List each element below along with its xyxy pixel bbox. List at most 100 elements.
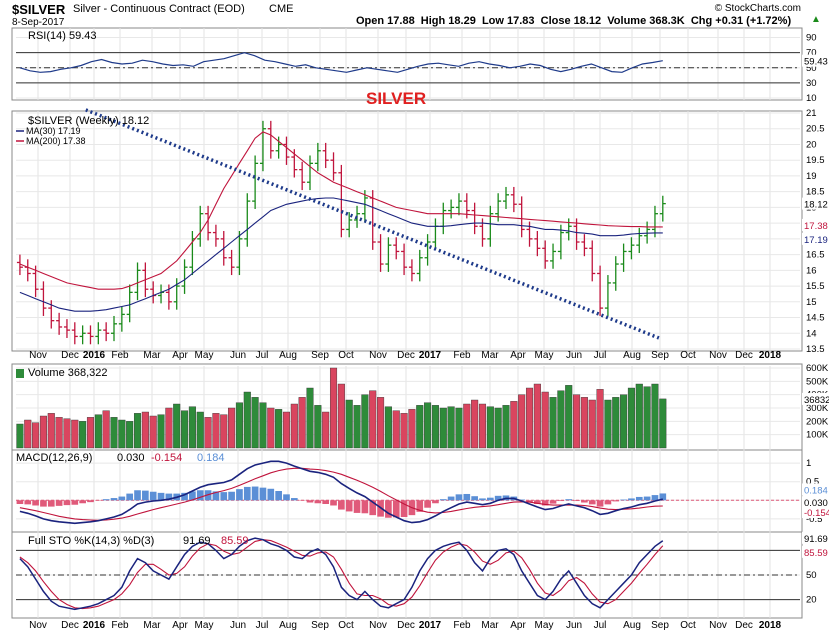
volume-tick-label: 300K (806, 403, 829, 414)
macd-histogram-bar (581, 500, 588, 503)
volume-bar (79, 421, 87, 449)
macd-tick-label: 1 (806, 458, 811, 469)
macd-histogram-bar (275, 491, 282, 501)
volume-bar (329, 367, 338, 449)
x-tick-label: Nov (29, 620, 47, 631)
x-tick-label: Jul (256, 620, 269, 631)
x-tick-label: Jun (230, 350, 246, 361)
x-tick-label: Sep (311, 620, 329, 631)
x-tick-label: Jul (594, 350, 607, 361)
macd-histogram-bar (142, 490, 149, 501)
volume-bar (549, 397, 557, 449)
exchange-label: CME (269, 3, 294, 15)
axis-labels: NovNovDecDec20162016FebFebMarMarAprAprMa… (29, 33, 829, 631)
stochastic-d-last-value: 85.59 (804, 548, 828, 559)
macd-last-value-bg (802, 496, 829, 509)
price-tick-label: 13.5 (806, 344, 825, 355)
x-tick-label: Jun (566, 620, 582, 631)
macd-histogram-bar (40, 500, 47, 507)
price-layer (16, 108, 666, 345)
x-tick-label: 2016 (83, 620, 106, 631)
macd-histogram-bar (196, 490, 204, 501)
macd-last-value: 0.030 (804, 498, 828, 509)
volume-bar (118, 419, 126, 449)
macd-signal-last-value-bg (802, 506, 829, 519)
macd-histogram-bar (283, 494, 290, 501)
volume-tick-label: 200K (806, 416, 829, 427)
volume-layer (16, 367, 667, 449)
x-tick-label: Sep (651, 620, 669, 631)
volume-bar (212, 413, 220, 449)
volume-bar (259, 402, 267, 449)
macd-hist-last-value-bg (802, 483, 829, 496)
price-tick-label: 19.5 (806, 155, 825, 166)
volume-bar (651, 383, 659, 449)
volume-bar (377, 397, 385, 449)
volume-bar (392, 410, 400, 449)
x-tick-label: Oct (680, 620, 696, 631)
volume-bar (181, 410, 189, 449)
macd-histogram-bar (471, 496, 478, 501)
macd-histogram-bar (259, 487, 267, 501)
x-tick-label: Mar (143, 350, 161, 361)
macd-histogram-bar (612, 500, 620, 502)
volume-bar (541, 391, 549, 449)
x-tick-label: Mar (481, 620, 499, 631)
macd-histogram-bar (635, 496, 643, 501)
volume-bar (39, 415, 47, 449)
price-title: $SILVER (Weekly) 18.12 (28, 115, 149, 127)
rsi-layer (19, 52, 663, 73)
x-tick-label: Jul (594, 620, 607, 631)
volume-bar (47, 413, 55, 449)
ma200-last-value-bg (802, 218, 829, 231)
macd-histogram-bar (479, 498, 486, 501)
volume-bar (16, 423, 24, 449)
volume-bar (314, 405, 322, 449)
volume-bar (471, 399, 479, 449)
ma30-legend: MA(30) 17.19 (26, 126, 81, 136)
macd-histogram-bar (228, 491, 235, 501)
macd-histogram-bar (165, 493, 173, 501)
macd-histogram-bar (416, 500, 424, 512)
price-tick-label: 14.5 (806, 313, 825, 324)
macd-histogram-bar (110, 498, 118, 501)
price-tick-label: 18.5 (806, 187, 825, 198)
symbol-title: $SILVER (12, 2, 66, 17)
volume-bar (282, 411, 291, 449)
macd-histogram-bar (659, 493, 667, 501)
volume-bar (337, 383, 345, 449)
volume-tick-label: 600K (806, 363, 829, 374)
macd-histogram-bar (71, 500, 79, 505)
macd-histogram-bar (534, 500, 541, 504)
x-tick-label: Feb (453, 350, 471, 361)
volume-bar (447, 406, 455, 449)
x-tick-label: 2016 (83, 350, 106, 361)
x-tick-label: Apr (510, 620, 526, 631)
macd-line (19, 460, 663, 525)
macd-histogram-bar (549, 500, 557, 504)
volume-bar (235, 402, 243, 449)
macd-histogram-bar (651, 495, 659, 501)
date-label: 8-Sep-2017 (12, 17, 65, 28)
volume-bar (635, 383, 643, 449)
stochastic-tick-label: 50 (806, 570, 817, 581)
volume-bar (643, 386, 651, 449)
price-last-value: 18.12 (804, 200, 828, 211)
x-tick-label: Jun (230, 620, 246, 631)
price-tick-label: 15 (806, 297, 817, 308)
silver-annotation: SILVER (366, 89, 426, 108)
volume-bar (463, 403, 471, 449)
stochastic-k-line (19, 537, 664, 611)
macd-histogram-bar (424, 500, 431, 508)
volume-last-value: 368322 (804, 395, 829, 406)
volume-bar (369, 390, 377, 449)
sto-d-value: 85.59 (221, 535, 249, 547)
volume-bar (298, 397, 306, 449)
macd-histogram-bar (290, 498, 298, 501)
macd-histogram-bar (24, 500, 32, 505)
change-arrow-icon: ▲ (811, 14, 821, 25)
chart-header: $SILVER Silver - Continuous Contract (EO… (0, 0, 829, 28)
macd-histogram-bar (55, 500, 63, 506)
price-tick-label: 20 (806, 139, 817, 150)
price-tick-label: 19 (806, 171, 817, 182)
